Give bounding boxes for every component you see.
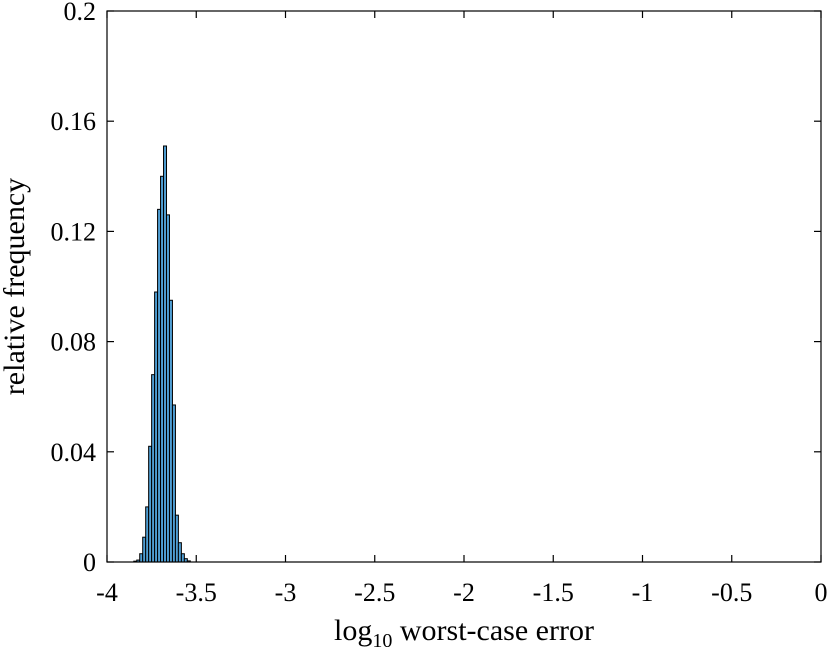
y-tick-label: 0: [83, 548, 96, 577]
bars-group: [133, 145, 191, 563]
x-axis-label: log10 worst-case error: [334, 614, 594, 648]
x-tick-label: -1.5: [533, 578, 574, 607]
x-tick-label: -2.5: [354, 578, 395, 607]
y-tick-label: 0.12: [51, 217, 97, 246]
x-tick-label: -4: [96, 578, 118, 607]
y-tick-label: 0.2: [64, 0, 97, 26]
x-tick-label: -2: [453, 578, 475, 607]
x-tick-label: -0.5: [711, 578, 752, 607]
axes-box: [106, 10, 822, 563]
x-tick-label: -1: [632, 578, 654, 607]
x-axis-label-subscript: 10: [372, 630, 392, 648]
x-ticks-group: -4 -3.5 -3 -2.5 -2 -1.5 -1 -0.5 0: [96, 11, 828, 607]
x-axis-label-suffix: worst-case error: [392, 614, 594, 647]
x-tick-label: -3: [275, 578, 297, 607]
y-tick-label: 0.04: [51, 438, 97, 467]
x-tick-label: -3.5: [176, 578, 217, 607]
x-tick-label: 0: [815, 578, 828, 607]
y-tick-label: 0.08: [51, 328, 97, 357]
y-ticks-group: 0 0.04 0.08 0.12 0.16 0.2: [51, 0, 821, 577]
y-tick-label: 0.16: [51, 107, 97, 136]
x-axis-label-prefix: log: [334, 614, 372, 647]
y-axis-label: relative frequency: [0, 178, 31, 395]
